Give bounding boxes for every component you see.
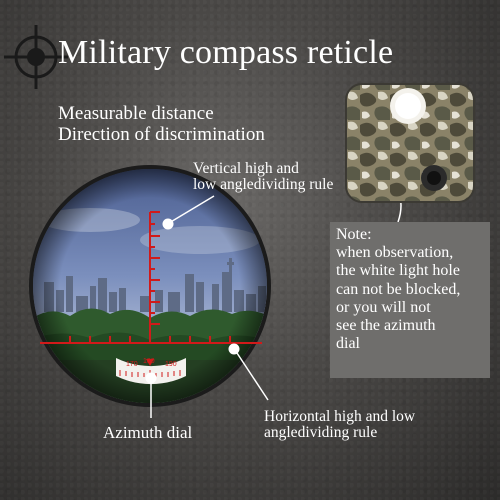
- dial-number: 190: [165, 361, 177, 368]
- note-box: Note: when observation, the white light …: [330, 222, 490, 378]
- note-line: when observation,: [336, 244, 454, 262]
- note-line: or you will not: [336, 298, 431, 316]
- note-line: see the azimuth: [336, 317, 436, 335]
- feature-text: Measurable distance: [58, 103, 214, 124]
- note-line: dial: [336, 335, 360, 353]
- note-line: can not be blocked,: [336, 280, 461, 298]
- note-line: Note:: [336, 226, 372, 243]
- note-line: the white light hole: [336, 262, 460, 280]
- dial-number: 170: [126, 361, 138, 368]
- page-title: Military compass reticle: [58, 34, 394, 71]
- feature-text: Direction of discrimination: [58, 124, 265, 145]
- vertical-rule-label: Vertical high and: [193, 160, 299, 177]
- horizontal-rule-label: angledividing rule: [264, 424, 378, 441]
- horizontal-rule-label: Horizontal high and low: [264, 408, 416, 425]
- vertical-rule-label: low angledividing rule: [193, 176, 334, 193]
- azimuth-dial-label: Azimuth dial: [103, 423, 193, 442]
